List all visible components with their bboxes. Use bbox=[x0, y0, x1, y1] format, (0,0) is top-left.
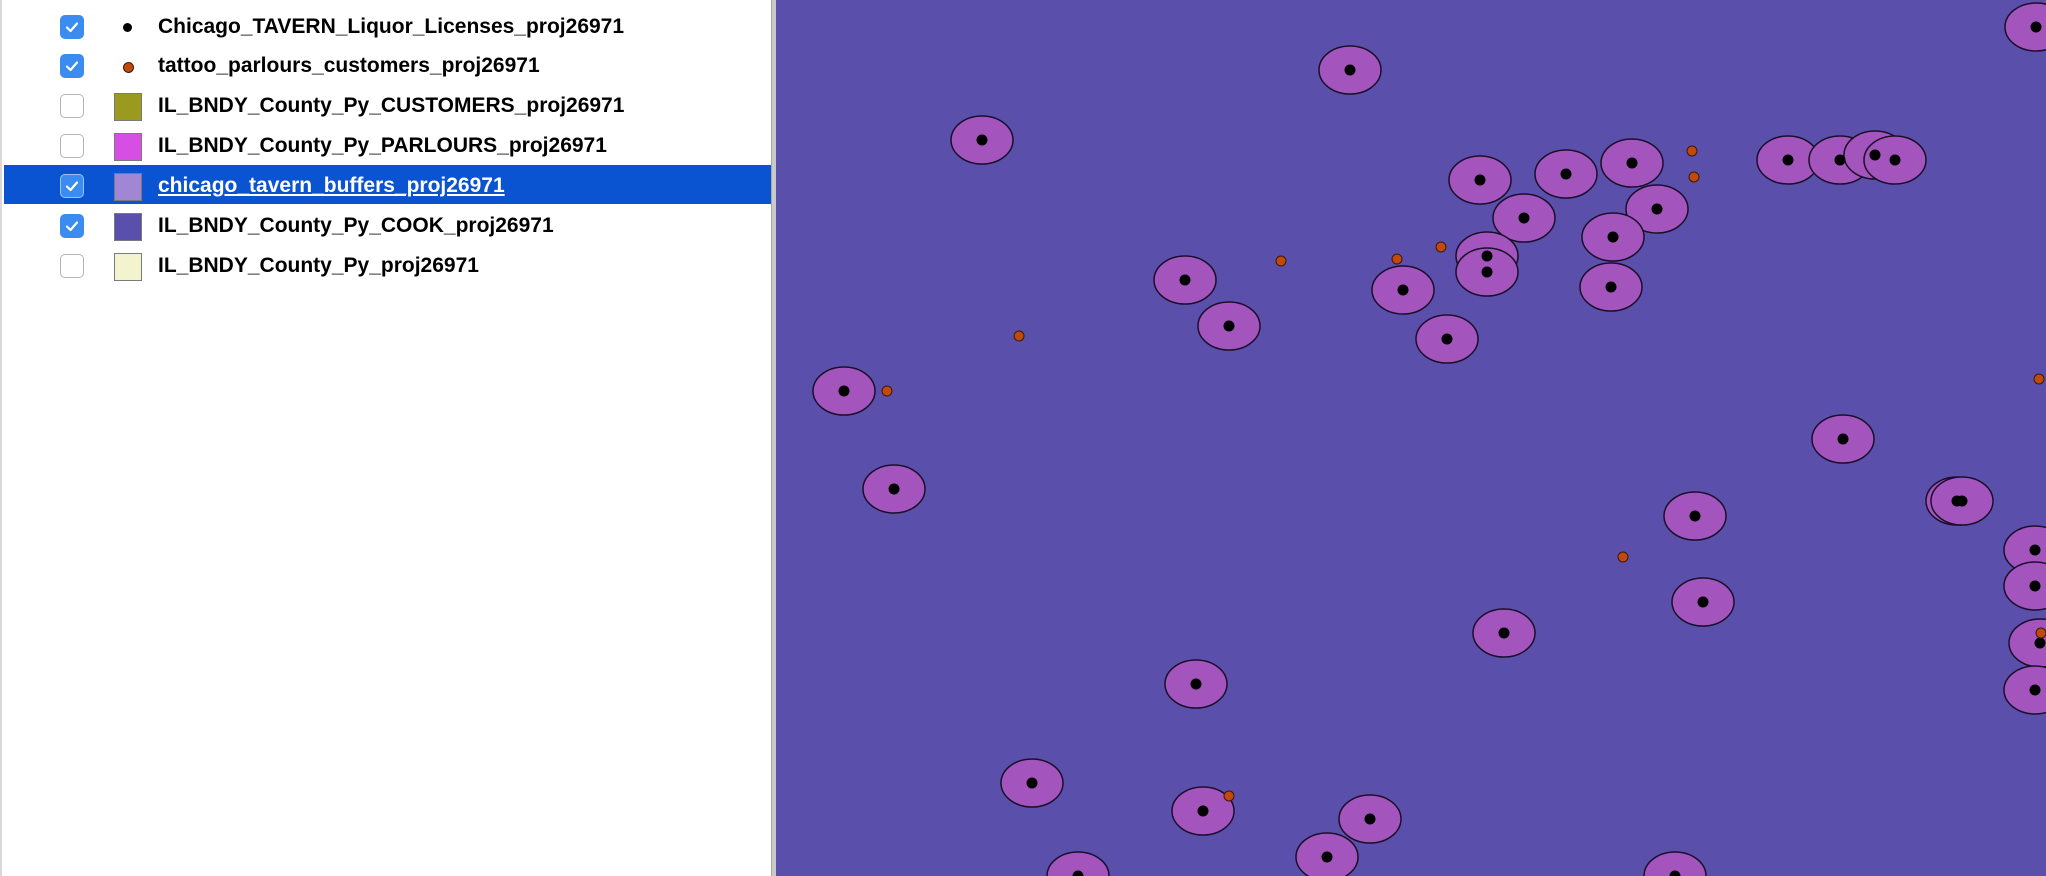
customer-point[interactable] bbox=[1686, 145, 1698, 157]
layer-row[interactable]: IL_BNDY_County_Py_COOK_proj26971 bbox=[4, 205, 772, 244]
layer-row[interactable]: Chicago_TAVERN_Liquor_Licenses_proj26971 bbox=[4, 6, 772, 45]
layer-visibility-checkbox[interactable] bbox=[60, 15, 84, 39]
tavern-point[interactable] bbox=[1956, 495, 1968, 507]
tavern-point[interactable] bbox=[2029, 580, 2041, 592]
customer-point[interactable] bbox=[2035, 627, 2046, 639]
layer-row[interactable]: IL_BNDY_County_Py_PARLOURS_proj26971 bbox=[4, 125, 772, 164]
layer-visibility-checkbox[interactable] bbox=[60, 134, 84, 158]
point-marker-icon bbox=[123, 62, 134, 73]
tavern-point[interactable] bbox=[1837, 433, 1849, 445]
tavern-point[interactable] bbox=[1223, 320, 1235, 332]
map-canvas[interactable] bbox=[776, 0, 2046, 876]
layer-row[interactable]: IL_BNDY_County_Py_proj26971 bbox=[4, 245, 772, 284]
layer-name: Chicago_TAVERN_Liquor_Licenses_proj26971 bbox=[158, 15, 625, 38]
tavern-point[interactable] bbox=[1474, 174, 1486, 186]
customer-point[interactable] bbox=[1435, 241, 1447, 253]
tavern-point[interactable] bbox=[1072, 870, 1084, 876]
map-layer-features bbox=[812, 2, 2046, 876]
layer-row[interactable]: tattoo_parlours_customers_proj26971 bbox=[4, 45, 772, 84]
layer-visibility-checkbox[interactable] bbox=[60, 254, 84, 278]
fill-swatch-icon bbox=[114, 213, 142, 241]
fill-swatch-icon bbox=[114, 93, 142, 121]
tavern-point[interactable] bbox=[1782, 154, 1794, 166]
panel-splitter[interactable] bbox=[771, 0, 776, 876]
tavern-point[interactable] bbox=[2029, 684, 2041, 696]
tavern-point[interactable] bbox=[2034, 637, 2046, 649]
checkmark-icon bbox=[65, 22, 79, 33]
tavern-point[interactable] bbox=[976, 134, 988, 146]
tavern-point[interactable] bbox=[1481, 250, 1493, 262]
point-symbol-icon bbox=[112, 52, 142, 82]
polygon-symbol-icon bbox=[112, 172, 142, 202]
tavern-point[interactable] bbox=[1364, 813, 1376, 825]
tavern-point[interactable] bbox=[1697, 596, 1709, 608]
tavern-buffer[interactable] bbox=[2003, 561, 2046, 611]
tavern-point[interactable] bbox=[1481, 266, 1493, 278]
polygon-symbol-icon bbox=[112, 252, 142, 282]
layer-name: chicago_tavern_buffers_proj26971 bbox=[158, 174, 505, 197]
customer-point[interactable] bbox=[2033, 373, 2045, 385]
tavern-point[interactable] bbox=[1869, 149, 1881, 161]
tavern-point[interactable] bbox=[1498, 627, 1510, 639]
point-symbol-icon bbox=[112, 13, 142, 43]
tavern-point[interactable] bbox=[2030, 21, 2042, 33]
layer-row[interactable]: IL_BNDY_County_Py_CUSTOMERS_proj26971 bbox=[4, 85, 772, 124]
tavern-point[interactable] bbox=[838, 385, 850, 397]
tavern-buffer[interactable] bbox=[2004, 2, 2046, 52]
layer-visibility-checkbox[interactable] bbox=[60, 94, 84, 118]
tavern-point[interactable] bbox=[1441, 333, 1453, 345]
customer-point[interactable] bbox=[1688, 171, 1700, 183]
polygon-symbol-icon bbox=[112, 212, 142, 242]
polygon-symbol-icon bbox=[112, 132, 142, 162]
customer-point[interactable] bbox=[1391, 253, 1403, 265]
polygon-symbol-icon bbox=[112, 92, 142, 122]
layers-panel: Chicago_TAVERN_Liquor_Licenses_proj26971… bbox=[0, 0, 772, 876]
tavern-point[interactable] bbox=[1626, 157, 1638, 169]
customer-point[interactable] bbox=[1013, 330, 1025, 342]
tavern-point[interactable] bbox=[1669, 870, 1681, 876]
tavern-point[interactable] bbox=[1026, 777, 1038, 789]
layer-row-selected[interactable]: chicago_tavern_buffers_proj26971 bbox=[4, 165, 772, 204]
checkmark-icon bbox=[65, 221, 79, 232]
tavern-point[interactable] bbox=[1560, 168, 1572, 180]
fill-swatch-icon bbox=[114, 133, 142, 161]
tavern-point[interactable] bbox=[1321, 851, 1333, 863]
tavern-point[interactable] bbox=[1197, 805, 1209, 817]
tavern-point[interactable] bbox=[1689, 510, 1701, 522]
tavern-buffer[interactable] bbox=[1643, 851, 1707, 876]
customer-point[interactable] bbox=[1223, 790, 1235, 802]
layer-name: IL_BNDY_County_Py_PARLOURS_proj26971 bbox=[158, 134, 607, 157]
layer-name: IL_BNDY_County_Py_CUSTOMERS_proj26971 bbox=[158, 94, 625, 117]
layer-visibility-checkbox[interactable] bbox=[60, 214, 84, 238]
tavern-point[interactable] bbox=[888, 483, 900, 495]
tavern-point[interactable] bbox=[1651, 203, 1663, 215]
tavern-point[interactable] bbox=[1607, 231, 1619, 243]
tavern-buffer[interactable] bbox=[2003, 665, 2046, 715]
customer-point[interactable] bbox=[881, 385, 893, 397]
layer-name: tattoo_parlours_customers_proj26971 bbox=[158, 54, 540, 77]
tavern-point[interactable] bbox=[1605, 281, 1617, 293]
checkmark-icon bbox=[65, 61, 79, 72]
customer-point[interactable] bbox=[1617, 551, 1629, 563]
tavern-point[interactable] bbox=[1834, 154, 1846, 166]
customer-point[interactable] bbox=[1275, 255, 1287, 267]
layer-name: IL_BNDY_County_Py_proj26971 bbox=[158, 254, 479, 277]
fill-swatch-icon bbox=[114, 173, 142, 201]
tavern-point[interactable] bbox=[1179, 274, 1191, 286]
tavern-buffer[interactable] bbox=[1046, 851, 1110, 876]
tavern-point[interactable] bbox=[1889, 154, 1901, 166]
point-marker-icon bbox=[123, 23, 132, 32]
tavern-point[interactable] bbox=[2029, 544, 2041, 556]
tavern-point[interactable] bbox=[1397, 284, 1409, 296]
layer-name: IL_BNDY_County_Py_COOK_proj26971 bbox=[158, 214, 554, 237]
layer-visibility-checkbox[interactable] bbox=[60, 174, 84, 198]
tavern-point[interactable] bbox=[1344, 64, 1356, 76]
fill-swatch-icon bbox=[114, 253, 142, 281]
layer-visibility-checkbox[interactable] bbox=[60, 54, 84, 78]
tavern-point[interactable] bbox=[1518, 212, 1530, 224]
tavern-point[interactable] bbox=[1190, 678, 1202, 690]
checkmark-icon bbox=[65, 181, 79, 192]
